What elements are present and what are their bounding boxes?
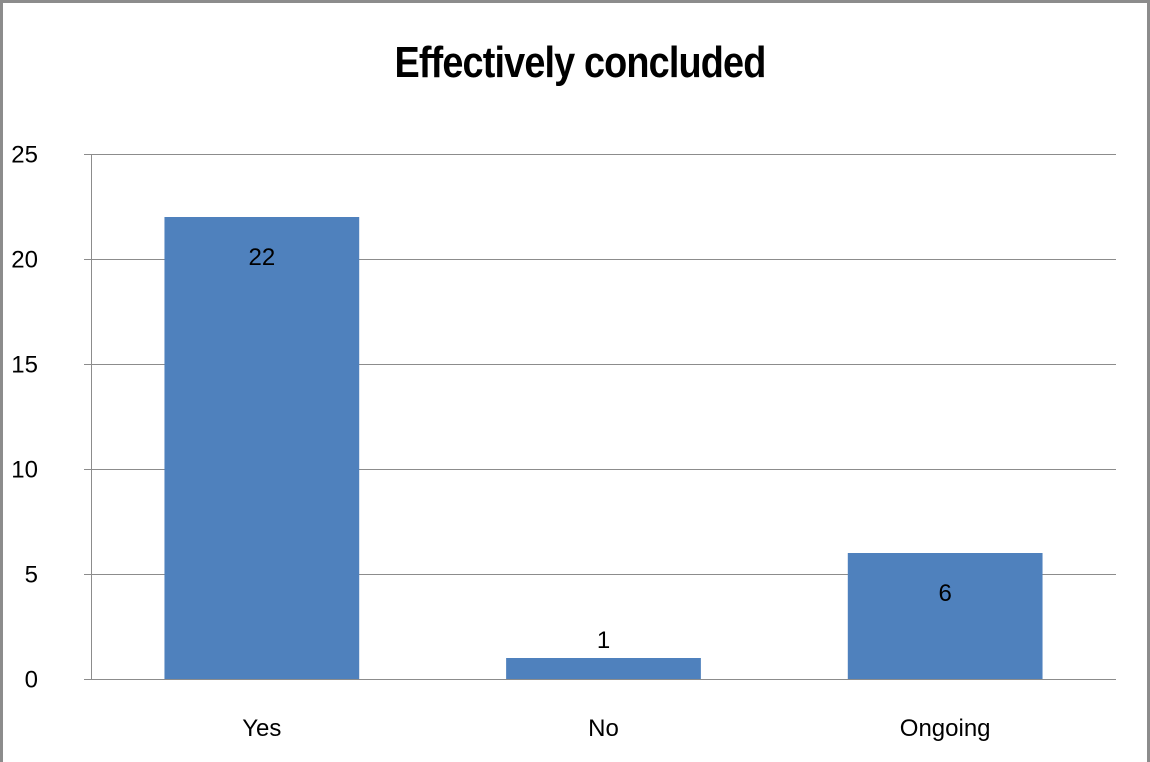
data-label-ongoing: 6 (938, 580, 951, 607)
y-tick-label-20: 20 (11, 247, 38, 274)
y-tick-label-15: 15 (11, 352, 38, 379)
x-tick-label-ongoing: Ongoing (900, 715, 991, 742)
x-tick-label-yes: Yes (242, 715, 281, 742)
bar-yes (164, 217, 360, 679)
y-tick-label-5: 5 (25, 562, 38, 589)
data-labels: 22 1 6 (248, 244, 951, 654)
x-tick-labels: Yes No Ongoing (242, 715, 990, 742)
y-tick-label-10: 10 (11, 457, 38, 484)
y-tick-label-0: 0 (25, 667, 38, 694)
y-tick-labels: 0 5 10 15 20 25 (11, 142, 38, 694)
x-tick-label-no: No (588, 715, 619, 742)
y-tick-label-25: 25 (11, 142, 38, 169)
axes (84, 154, 1116, 680)
data-label-no: 1 (597, 627, 610, 654)
chart-title: Effectively concluded (394, 38, 767, 87)
bars (164, 217, 1043, 679)
bar-no (506, 658, 701, 679)
bar-ongoing (847, 553, 1043, 679)
data-label-yes: 22 (248, 244, 275, 271)
